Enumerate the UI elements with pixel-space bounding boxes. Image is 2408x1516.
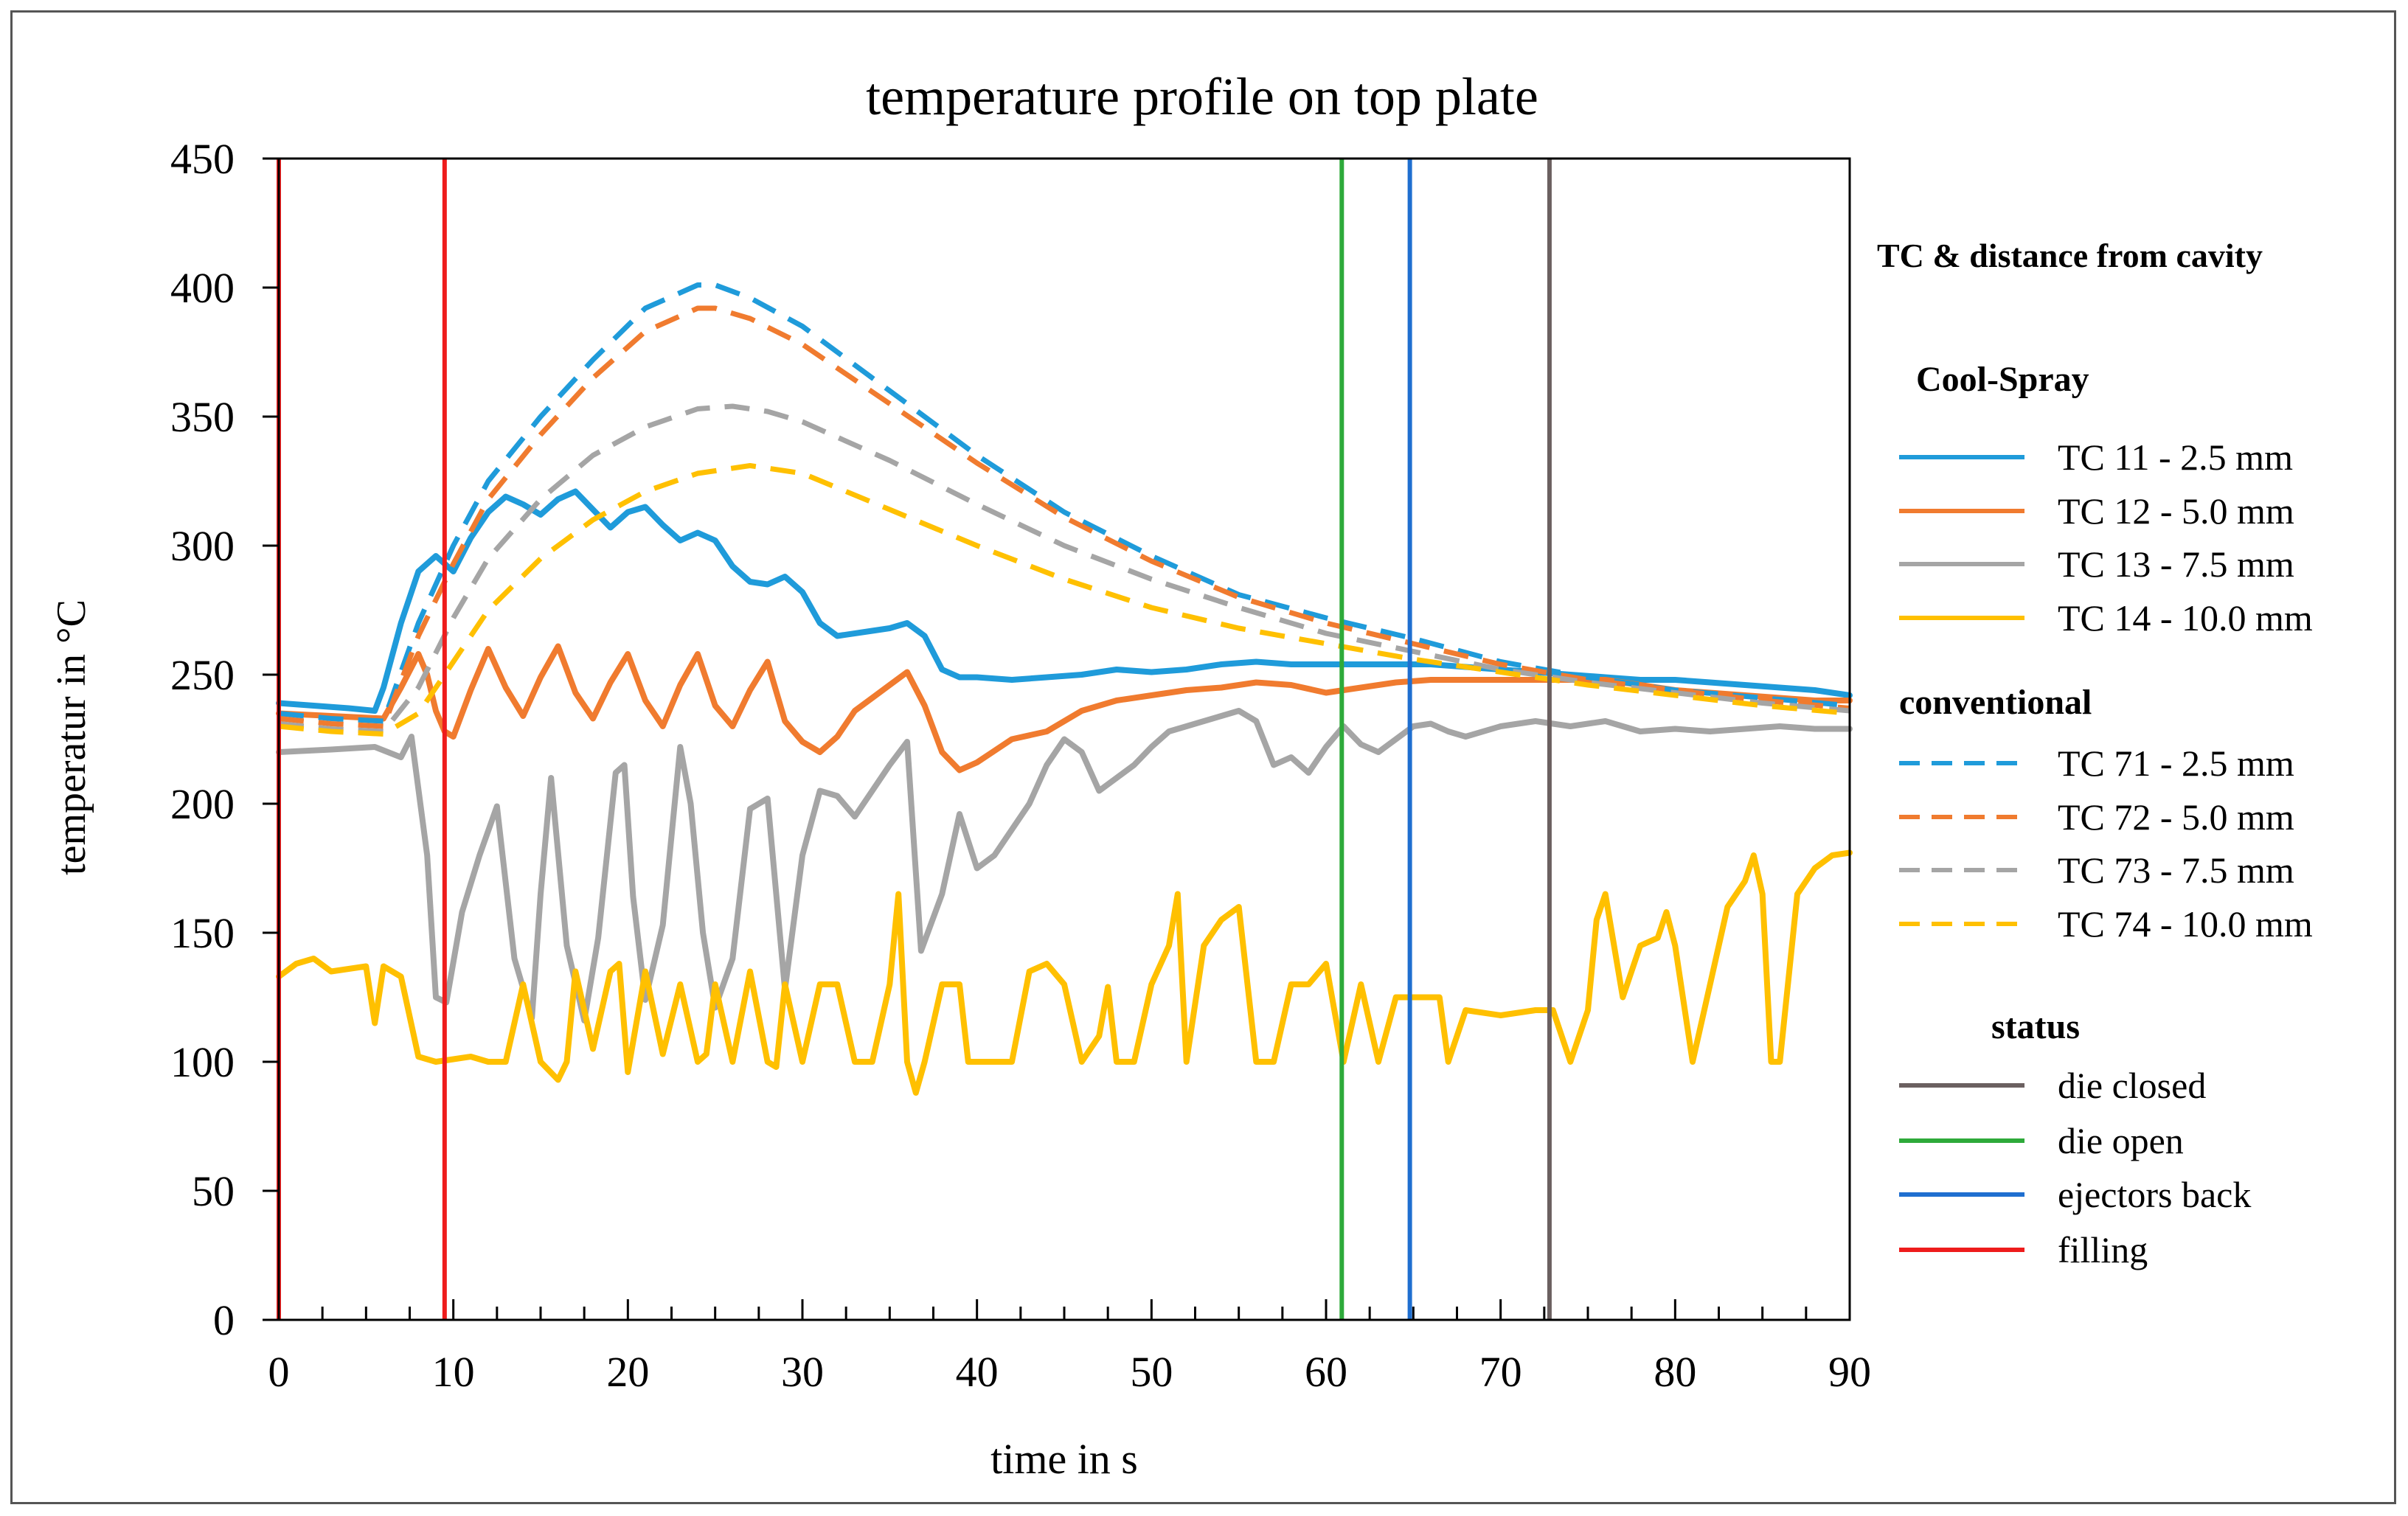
x-tick-label: 80 <box>1654 1348 1696 1396</box>
legend-label: TC 71 - 2.5 mm <box>2058 743 2294 784</box>
x-tick-label: 70 <box>1479 1348 1522 1396</box>
y-tick-label: 0 <box>213 1296 235 1344</box>
x-tick-label: 60 <box>1305 1348 1347 1396</box>
y-tick-label: 50 <box>192 1167 235 1215</box>
y-tick-label: 300 <box>170 522 235 570</box>
legend-label: TC 11 - 2.5 mm <box>2058 437 2293 478</box>
x-tick-label: 20 <box>606 1348 649 1396</box>
legend-group-title: status <box>1991 1007 2080 1046</box>
legend-label: TC 13 - 7.5 mm <box>2058 543 2294 585</box>
y-tick-label: 250 <box>170 651 235 699</box>
series-line-tc-72-5-0-mm <box>278 305 1850 729</box>
chart-frame <box>10 10 2396 1504</box>
y-tick-label: 200 <box>170 780 235 828</box>
series-line-tc-12-5-0-mm <box>276 643 1853 773</box>
y-tick-label: 150 <box>170 909 235 957</box>
legend: TC & distance from cavity Cool-Spray TC 1… <box>1877 237 2313 1270</box>
x-tick-label: 90 <box>1828 1348 1871 1396</box>
y-tick-label: 400 <box>170 264 235 312</box>
legend-label: TC 74 - 10.0 mm <box>2058 903 2313 945</box>
legend-label: TC 12 - 5.0 mm <box>2058 490 2294 532</box>
legend-label: ejectors back <box>2058 1174 2251 1215</box>
legend-group-title: Cool-Spray <box>1916 360 2089 399</box>
legend-label: die open <box>2058 1120 2184 1161</box>
legend-group-title: conventional <box>1899 683 2092 722</box>
series-line-tc-13-7-5-mm <box>276 708 1853 1023</box>
plot-area <box>276 159 1853 1320</box>
y-tick-label: 100 <box>170 1038 235 1086</box>
x-tick-label: 0 <box>268 1348 290 1396</box>
legend-label: filling <box>2058 1229 2148 1270</box>
chart-title: temperature profile on top plate <box>866 67 1538 126</box>
x-tick-label: 30 <box>781 1348 824 1396</box>
legend-label: die closed <box>2058 1065 2206 1106</box>
series-line-tc-11-2-5-mm <box>276 488 1853 714</box>
y-tick-label: 450 <box>170 135 235 183</box>
y-tick-label: 350 <box>170 393 235 441</box>
series-line-tc-73-7-5-mm <box>278 403 1850 734</box>
x-tick-label: 40 <box>956 1348 999 1396</box>
legend-title: TC & distance from cavity <box>1877 237 2263 274</box>
series-line-tc-74-10-0-mm <box>278 463 1850 737</box>
axes: 0 50 100 150 200 250 300 350 400 450 0 10 20 30 40 50 60… <box>170 135 1871 1396</box>
legend-label: TC 73 - 7.5 mm <box>2058 849 2294 891</box>
legend-label: TC 72 - 5.0 mm <box>2058 796 2294 838</box>
x-axis-label: time in s <box>990 1435 1138 1483</box>
x-tick-label: 10 <box>432 1348 475 1396</box>
legend-label: TC 14 - 10.0 mm <box>2058 597 2313 639</box>
y-axis-label: temperatur in °C <box>49 599 94 875</box>
x-tick-label: 50 <box>1130 1348 1173 1396</box>
series-line-tc-14-10-0-mm <box>276 849 1853 1096</box>
